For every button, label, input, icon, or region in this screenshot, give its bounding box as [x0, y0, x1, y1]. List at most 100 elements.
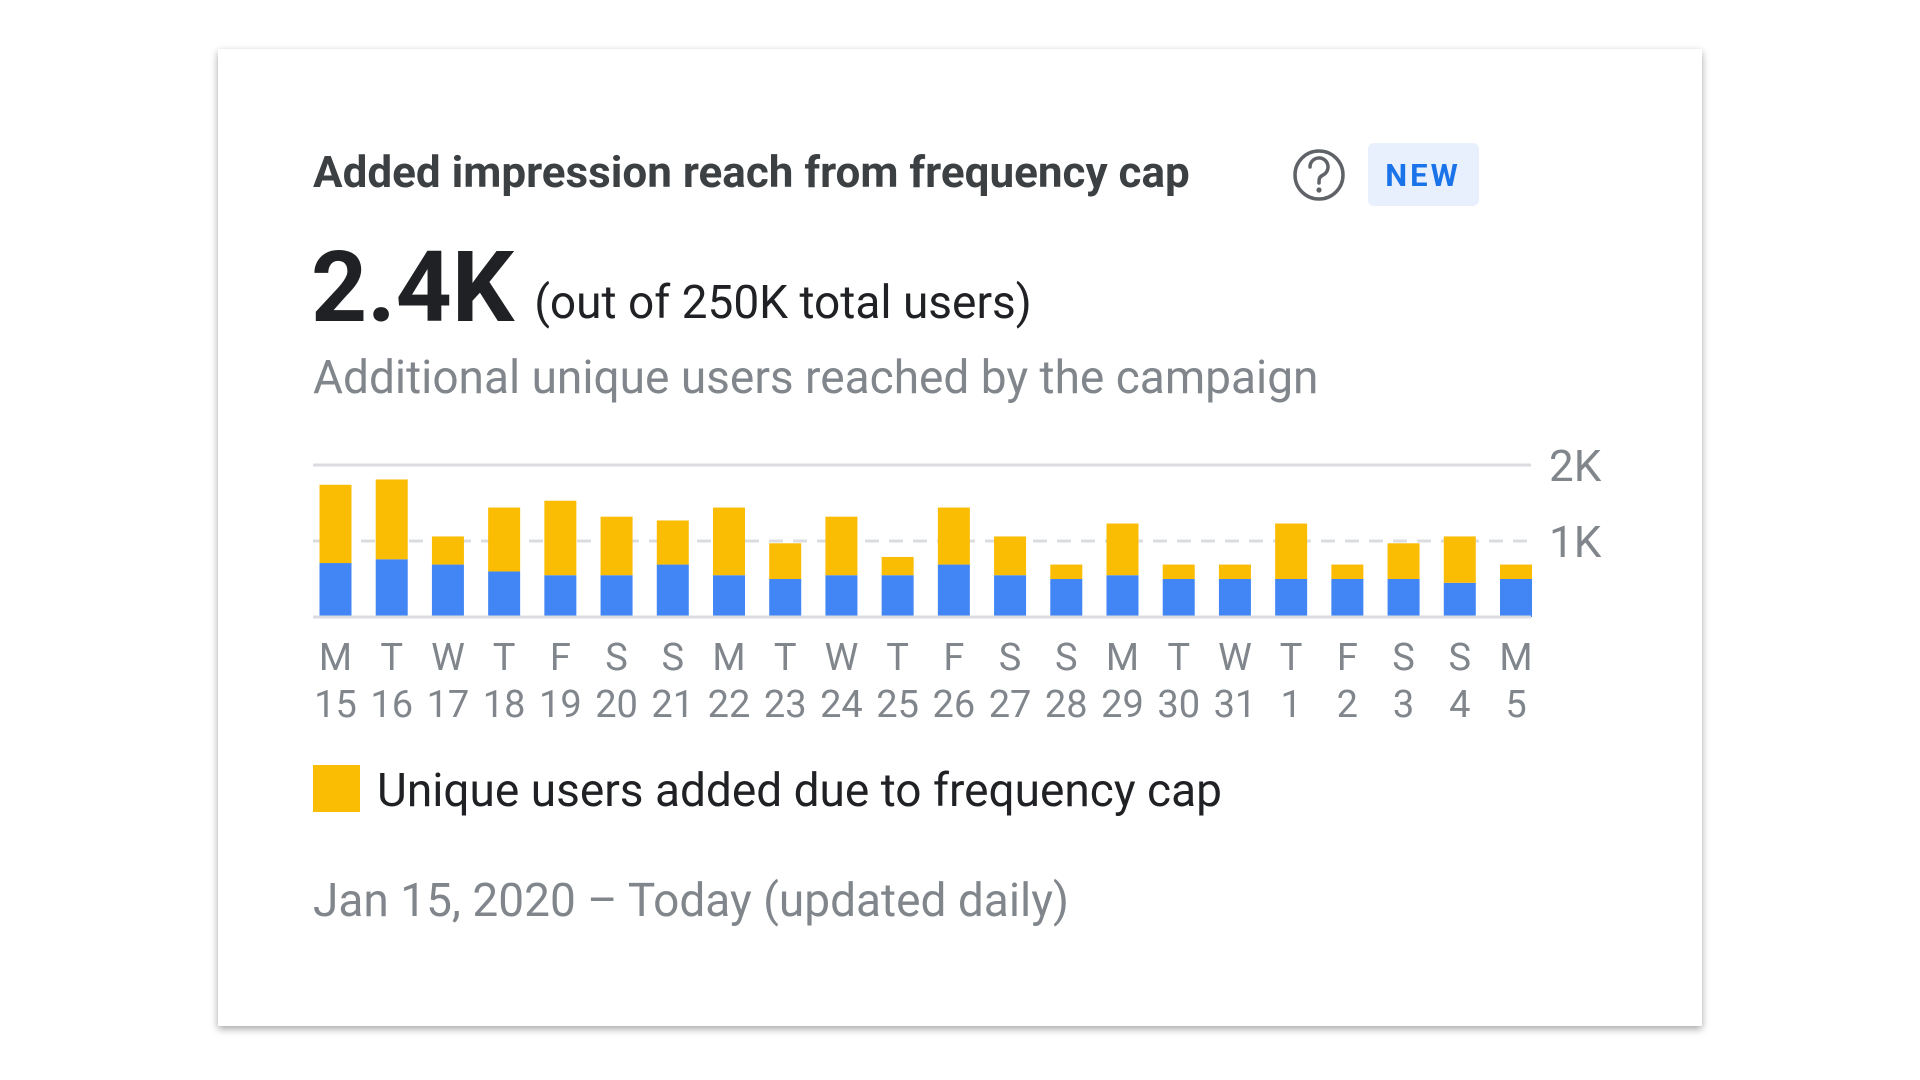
bar-segment	[431, 564, 464, 617]
y-tick-label: 2K	[1549, 440, 1602, 492]
x-tick-day: T	[1167, 636, 1190, 680]
bar-segment	[600, 575, 633, 617]
bar-segment	[1218, 564, 1251, 579]
x-tick-day: M	[319, 636, 352, 680]
bar-segment	[994, 575, 1027, 617]
bar-segment	[825, 516, 858, 576]
x-tick-day: T	[886, 636, 909, 680]
x-tick-day: T	[1280, 636, 1303, 680]
bar-segment	[1218, 579, 1251, 617]
x-tick-date: 23	[764, 683, 807, 727]
bar-segment	[544, 575, 577, 617]
x-tick-date: 18	[483, 683, 526, 727]
bar-segment	[994, 536, 1027, 576]
x-tick-day: W	[1218, 636, 1252, 680]
help-icon[interactable]	[1293, 149, 1345, 201]
y-tick-label: 1K	[1549, 516, 1602, 568]
bar-segment	[1331, 564, 1364, 579]
x-tick-date: 1	[1280, 683, 1301, 727]
date-range: Jan 15, 2020 – Today (updated daily)	[313, 874, 1069, 928]
bar-segment	[825, 575, 858, 617]
x-tick-day: S	[662, 636, 685, 680]
bar-segment	[1443, 536, 1476, 583]
x-tick-date: 17	[427, 683, 470, 727]
bar-segment	[1387, 579, 1420, 617]
x-tick-date: 22	[708, 683, 751, 727]
bar-segment	[1387, 543, 1420, 579]
chart: 1K2KM15T16W17T18F19S20S21M22T23W24T25F26…	[313, 440, 1602, 727]
x-tick-date: 29	[1101, 683, 1144, 727]
x-tick-day: F	[943, 636, 964, 680]
bar-segment	[1162, 564, 1195, 579]
x-tick-date: 2	[1337, 683, 1358, 727]
bar-segment	[544, 500, 577, 576]
x-tick-date: 4	[1449, 683, 1470, 727]
bar-segment	[488, 507, 521, 572]
x-tick-date: 25	[876, 683, 919, 727]
x-tick-date: 15	[314, 683, 357, 727]
bar-segment	[1162, 579, 1195, 617]
bar-segment	[375, 479, 408, 560]
x-tick-date: 21	[651, 683, 694, 727]
bar-segment	[1275, 523, 1308, 579]
x-tick-day: F	[550, 636, 571, 680]
bar-segment	[656, 564, 689, 617]
legend-swatch	[313, 765, 360, 812]
legend-label: Unique users added due to frequency cap	[377, 764, 1222, 818]
x-tick-day: T	[380, 636, 403, 680]
bar-segment	[881, 556, 914, 576]
x-tick-day: M	[712, 636, 745, 680]
headline-value: 2.4K	[311, 230, 515, 345]
headline-note: (out of 250K total users)	[534, 276, 1032, 330]
x-tick-day: W	[825, 636, 859, 680]
bar-segment	[1443, 582, 1476, 617]
bar-segment	[319, 484, 352, 564]
x-tick-date: 19	[539, 683, 582, 727]
x-tick-day: W	[431, 636, 465, 680]
badge-text: NEW	[1385, 157, 1460, 194]
new-badge	[1368, 143, 1479, 206]
x-tick-date: 27	[989, 683, 1032, 727]
bar-segment	[937, 564, 970, 617]
card-title: Added impression reach from frequency ca…	[313, 146, 1190, 198]
bar-segment	[1331, 579, 1364, 617]
x-tick-date: 31	[1214, 683, 1257, 727]
bar-segment	[1500, 564, 1532, 579]
bar-segment	[431, 536, 464, 565]
x-tick-date: 26	[932, 683, 975, 727]
bar-segment	[1275, 579, 1308, 617]
x-tick-day: S	[605, 636, 628, 680]
bar-segment	[375, 559, 408, 617]
x-tick-day: S	[1449, 636, 1472, 680]
x-tick-date: 20	[595, 683, 638, 727]
bar-segment	[769, 543, 802, 579]
x-tick-date: 16	[370, 683, 413, 727]
x-tick-day: S	[999, 636, 1022, 680]
x-tick-day: T	[774, 636, 797, 680]
x-tick-day: T	[493, 636, 516, 680]
bar-segment	[881, 575, 914, 617]
bar-segment	[1050, 564, 1083, 579]
x-tick-date: 5	[1505, 683, 1526, 727]
bar-segment	[937, 507, 970, 565]
x-tick-date: 3	[1393, 683, 1414, 727]
x-tick-day: M	[1499, 636, 1532, 680]
x-tick-day: S	[1392, 636, 1415, 680]
bar-segment	[1106, 575, 1139, 617]
x-tick-day: M	[1106, 636, 1139, 680]
x-tick-date: 28	[1045, 683, 1088, 727]
x-tick-date: 30	[1157, 683, 1200, 727]
bar-segment	[1050, 579, 1083, 617]
bar-segment	[1500, 579, 1532, 617]
x-tick-day: F	[1337, 636, 1358, 680]
bar-segment	[1106, 523, 1139, 576]
bar-segment	[713, 507, 745, 576]
bar-segment	[319, 563, 352, 617]
bar-segment	[713, 575, 745, 617]
bar-segment	[600, 516, 633, 576]
x-tick-date: 24	[820, 683, 863, 727]
bar-segment	[656, 520, 689, 565]
subtitle: Additional unique users reached by the c…	[313, 351, 1318, 405]
